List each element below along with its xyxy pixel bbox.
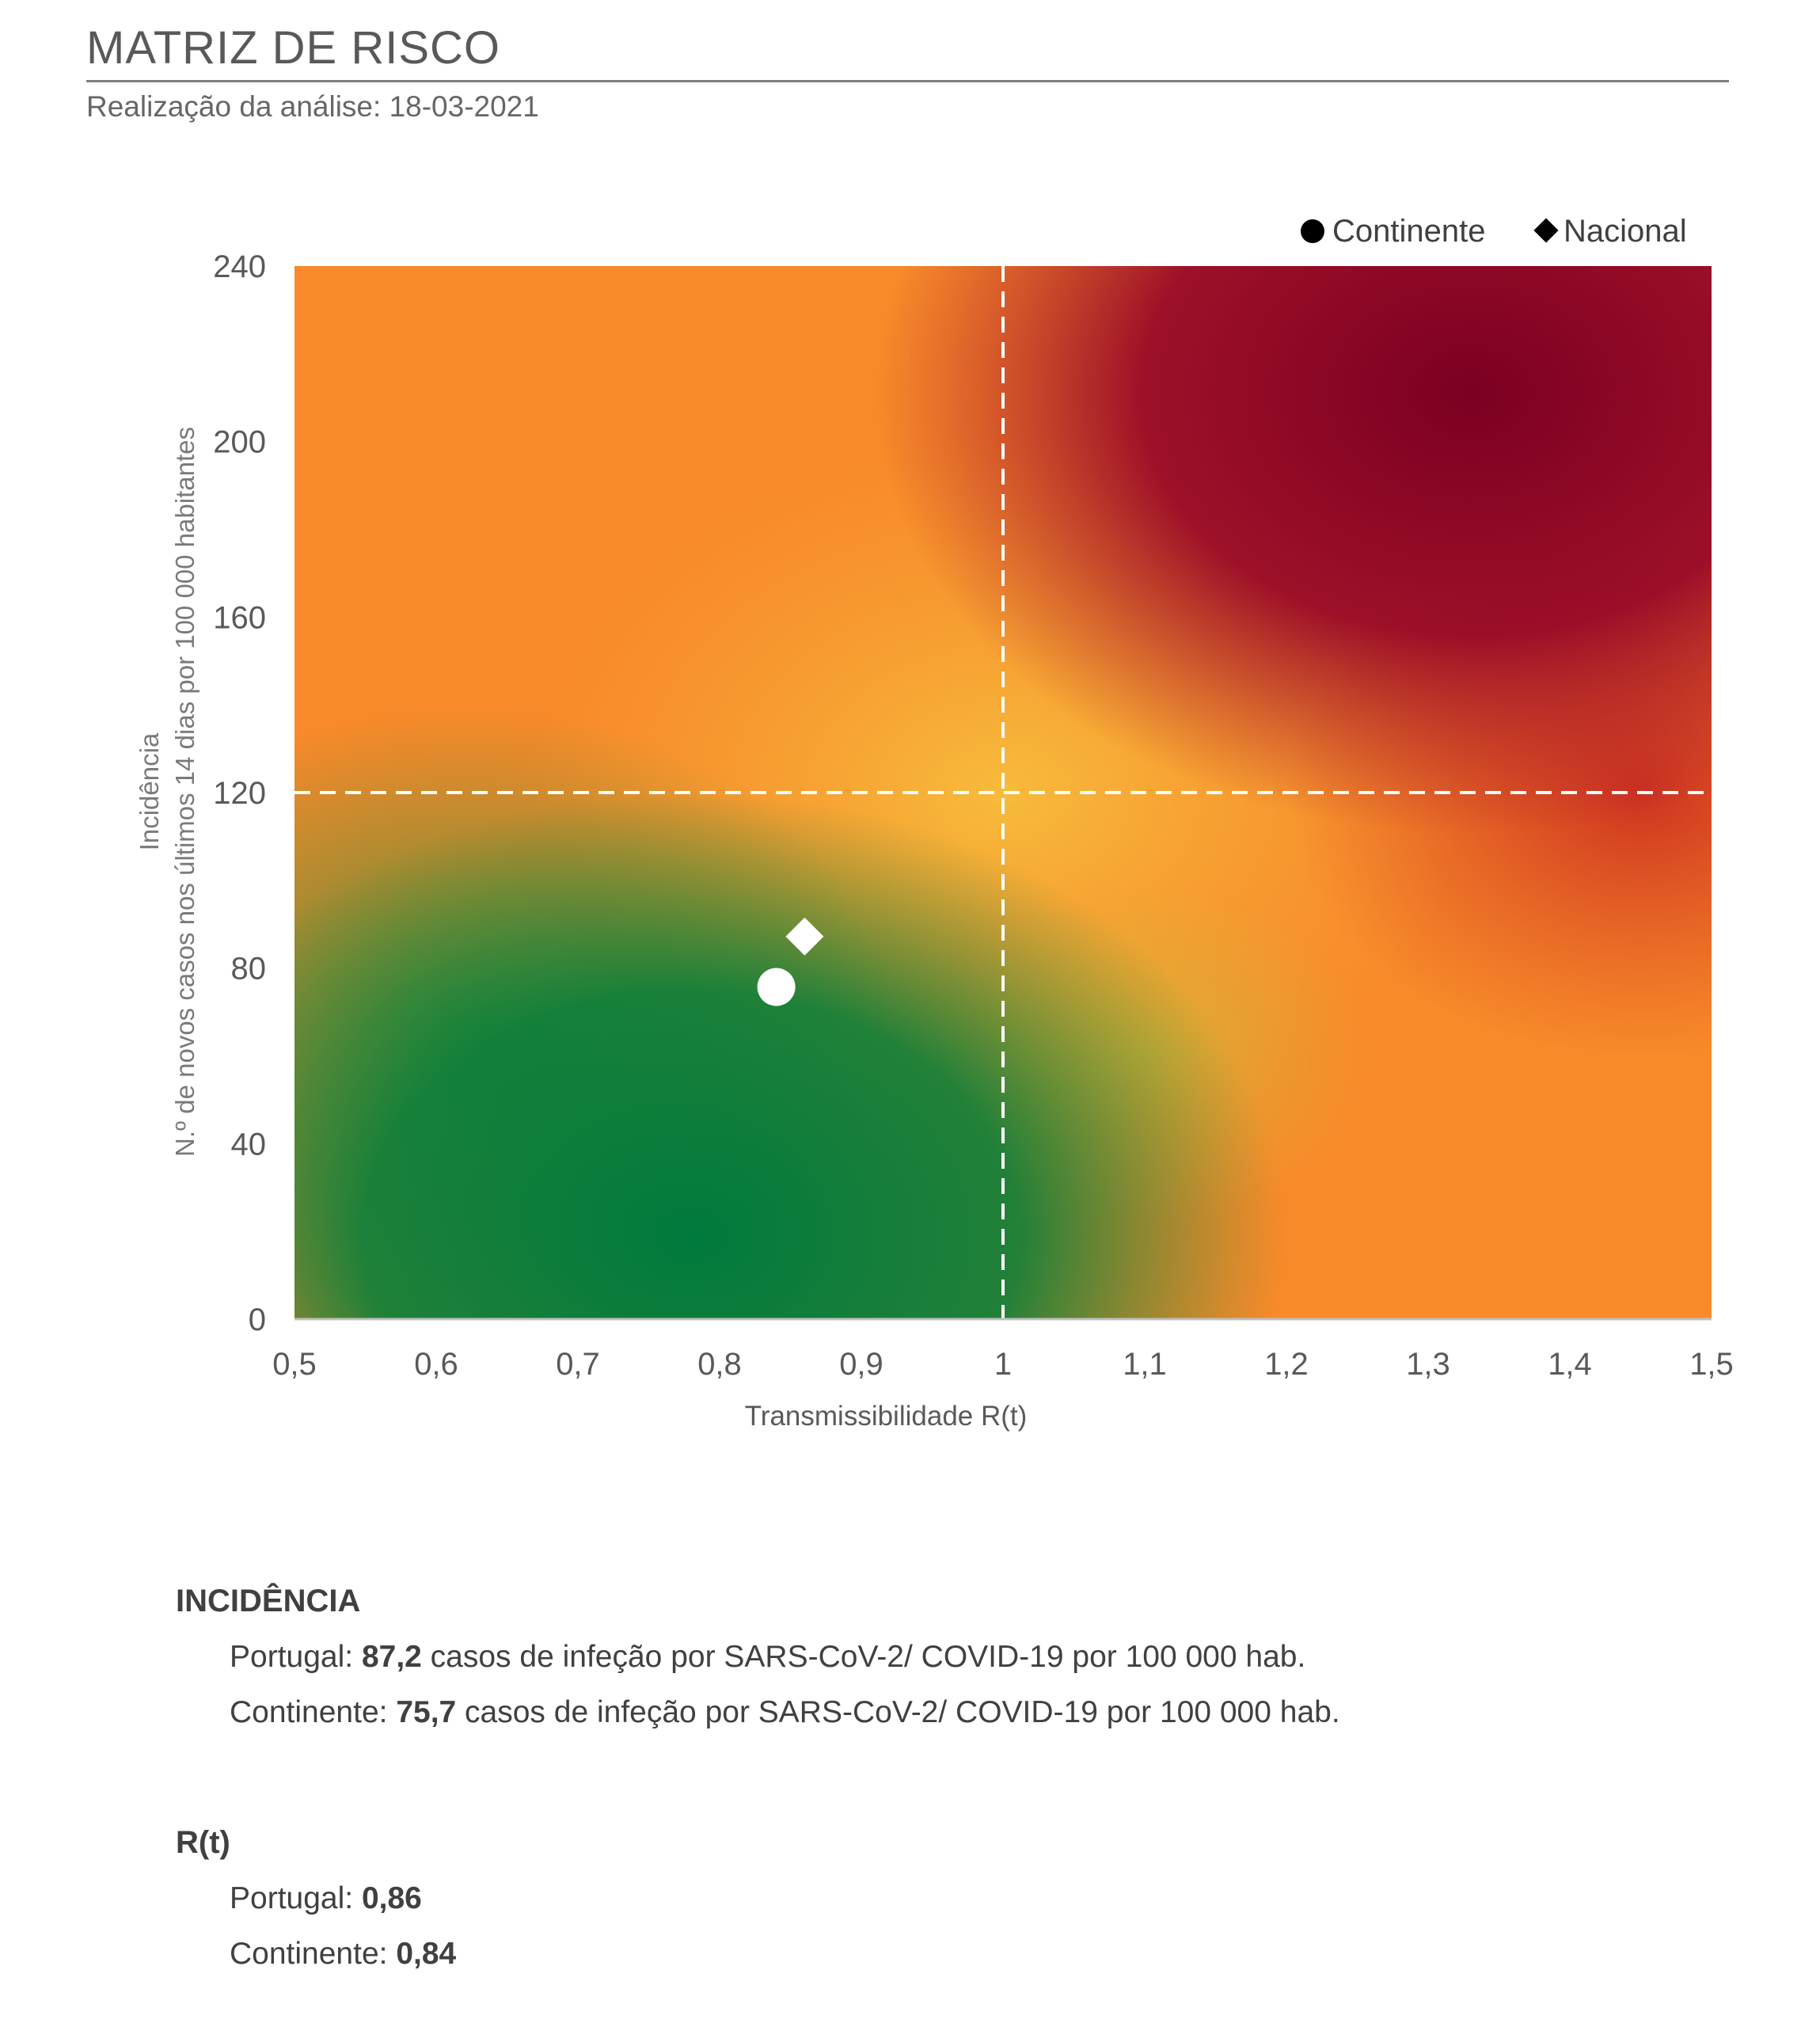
y-tick-label: 120 bbox=[213, 776, 266, 811]
incidencia-heading: INCIDÊNCIA bbox=[176, 1584, 361, 1618]
x-axis-title: Transmissibilidade R(t) bbox=[745, 1401, 1028, 1432]
rt-heading: R(t) bbox=[176, 1825, 230, 1860]
legend-circle-icon bbox=[1301, 219, 1324, 243]
incidencia-portugal-suffix: casos de infeção por SARS-CoV-2/ COVID-1… bbox=[421, 1640, 1306, 1674]
x-tick-label: 0,7 bbox=[556, 1347, 600, 1382]
incidencia-continente-suffix: casos de infeção por SARS-CoV-2/ COVID-1… bbox=[456, 1695, 1340, 1729]
rt-portugal-label: Portugal: bbox=[230, 1881, 362, 1915]
x-tick-label: 0,8 bbox=[697, 1347, 742, 1382]
incidencia-section: INCIDÊNCIA Portugal: 87,2 casos de infeç… bbox=[176, 1584, 1340, 1730]
legend-diamond-icon bbox=[1533, 218, 1559, 243]
data-points bbox=[757, 917, 824, 1006]
y-tick-label: 200 bbox=[213, 425, 266, 460]
x-tick-label: 1,4 bbox=[1548, 1347, 1592, 1382]
x-tick-label: 0,5 bbox=[272, 1347, 317, 1382]
chart-axes: 0,5 0,6 0,7 0,8 0,9 1 1,1 1,2 1,3 1,4 1,5 0 40 80 120 1… bbox=[213, 249, 1734, 1382]
x-tick-label: 0,9 bbox=[839, 1347, 883, 1382]
rt-continente-value: 0,84 bbox=[396, 1937, 457, 1971]
risk-matrix-chart: 0,5 0,6 0,7 0,8 0,9 1 1,1 1,2 1,3 1,4 1,5 0 40 80 120 1… bbox=[135, 214, 1734, 1432]
x-tick-label: 1,5 bbox=[1689, 1347, 1734, 1382]
x-tick-label: 0,6 bbox=[414, 1347, 458, 1382]
y-axis-title-line1: Incidência bbox=[135, 732, 164, 850]
x-tick-label: 1,2 bbox=[1264, 1347, 1309, 1382]
x-tick-label: 1 bbox=[994, 1347, 1012, 1382]
threshold-lines bbox=[294, 266, 1712, 1319]
incidencia-portugal: Portugal: 87,2 casos de infeção por SARS… bbox=[230, 1640, 1340, 1675]
y-tick-label: 0 bbox=[249, 1303, 266, 1337]
y-tick-label: 240 bbox=[213, 249, 266, 284]
y-tick-label: 80 bbox=[231, 952, 267, 987]
x-tick-label: 1,1 bbox=[1123, 1347, 1167, 1382]
point-nacional bbox=[785, 917, 824, 956]
page-title: MATRIZ DE RISCO bbox=[86, 22, 1729, 82]
page-header: MATRIZ DE RISCO Realização da análise: 1… bbox=[86, 22, 1729, 124]
point-continente bbox=[757, 968, 796, 1006]
rt-continente-label: Continente: bbox=[230, 1937, 397, 1971]
legend: Continente Nacional bbox=[1301, 214, 1687, 249]
rt-section: R(t) Portugal: 0,86 Continente: 0,84 bbox=[176, 1825, 456, 1972]
incidencia-portugal-value: 87,2 bbox=[361, 1640, 422, 1674]
incidencia-continente-label: Continente: bbox=[230, 1695, 397, 1729]
incidencia-continente-value: 75,7 bbox=[396, 1695, 457, 1729]
y-axis-title-line2: N.º de novos casos nos últimos 14 dias p… bbox=[170, 427, 199, 1157]
rt-continente: Continente: 0,84 bbox=[230, 1937, 456, 1972]
legend-label-continente: Continente bbox=[1332, 214, 1485, 249]
incidencia-portugal-label: Portugal: bbox=[230, 1640, 362, 1674]
y-tick-label: 40 bbox=[231, 1127, 267, 1162]
incidencia-continente: Continente: 75,7 casos de infeção por SA… bbox=[230, 1695, 1340, 1730]
rt-portugal: Portugal: 0,86 bbox=[230, 1881, 456, 1916]
rt-portugal-value: 0,86 bbox=[361, 1881, 422, 1915]
y-tick-label: 160 bbox=[213, 600, 266, 635]
legend-label-nacional: Nacional bbox=[1564, 214, 1687, 249]
analysis-date: Realização da análise: 18-03-2021 bbox=[86, 89, 539, 123]
x-tick-label: 1,3 bbox=[1406, 1347, 1450, 1382]
